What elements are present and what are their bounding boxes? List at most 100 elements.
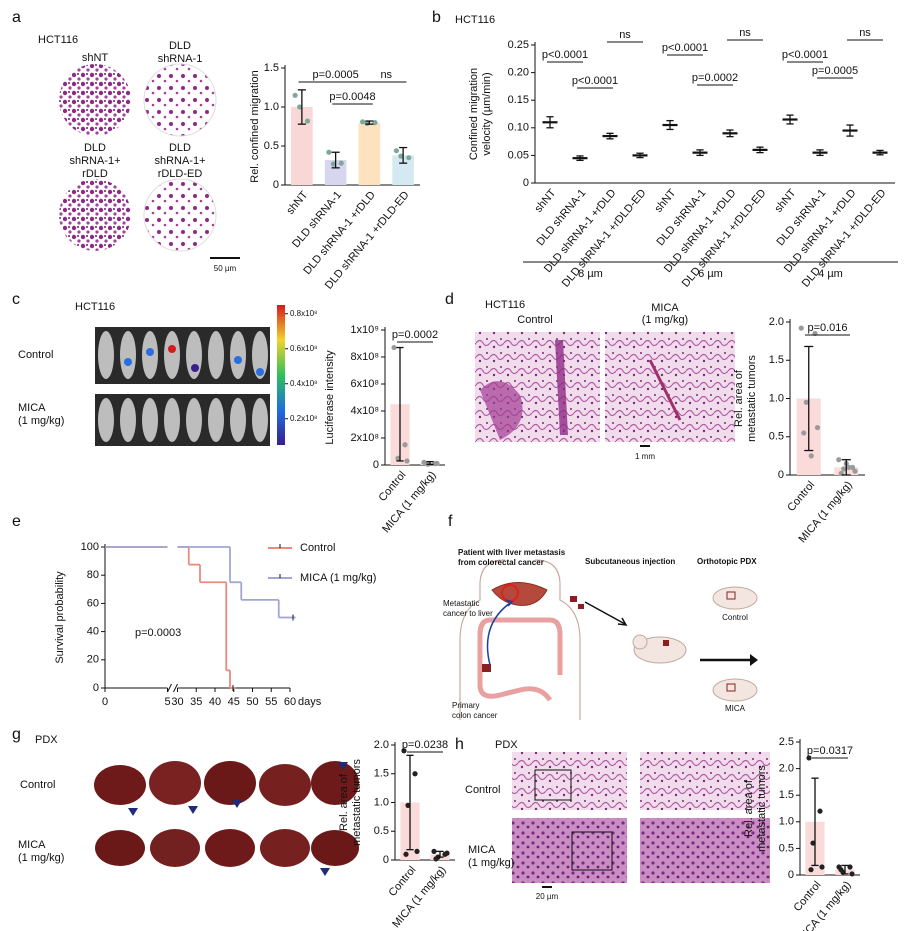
diagram-label: MICA bbox=[725, 704, 746, 713]
y-tick-label: 0.5 bbox=[374, 825, 389, 837]
y-axis-label: velocity (µm/min) bbox=[481, 72, 493, 155]
annotation: p=0.0048 bbox=[329, 91, 375, 103]
group-label: 4 µm bbox=[818, 268, 843, 280]
data-point bbox=[841, 466, 847, 472]
diagram-label: from colorectal cancer bbox=[458, 558, 544, 567]
image-label: DLD bbox=[84, 142, 106, 154]
row-label: MICA bbox=[18, 402, 46, 414]
panel-h-images bbox=[512, 752, 770, 888]
y-tick-label: 2.5 bbox=[779, 736, 794, 748]
scale-label: 50 µm bbox=[214, 264, 237, 273]
y-tick-label: 1.5 bbox=[264, 62, 279, 74]
data-point bbox=[814, 424, 821, 431]
x-tick-label: 30 bbox=[171, 696, 183, 708]
data-point bbox=[401, 748, 407, 754]
colorbar-label: 0.8x10⁸ bbox=[290, 309, 317, 318]
y-tick-label: 8x10⁸ bbox=[351, 351, 380, 363]
y-tick-label: 80 bbox=[87, 569, 99, 581]
bar bbox=[358, 122, 381, 185]
data-point bbox=[810, 840, 816, 846]
data-point bbox=[360, 119, 366, 125]
y-tick-label: 6x10⁸ bbox=[351, 378, 380, 390]
signal bbox=[256, 368, 264, 376]
data-point bbox=[391, 344, 397, 351]
y-tick-label: 0.20 bbox=[508, 67, 529, 79]
scale-label: 1 mm bbox=[635, 452, 655, 461]
y-tick-label: 0.10 bbox=[508, 122, 529, 134]
data-point bbox=[803, 399, 809, 405]
panel-letter: f bbox=[448, 513, 453, 530]
panel-letter: e bbox=[12, 513, 21, 530]
data-point bbox=[801, 430, 807, 436]
image-label: rDLD bbox=[82, 168, 108, 180]
y-tick-label: 1.0 bbox=[769, 392, 784, 404]
y-tick-label: 0 bbox=[788, 869, 794, 881]
signal bbox=[234, 356, 242, 364]
y-axis-label: Survival probability bbox=[54, 571, 66, 664]
mouse bbox=[98, 398, 114, 442]
data-point bbox=[846, 464, 852, 470]
data-point bbox=[292, 92, 298, 98]
data-point bbox=[808, 867, 814, 873]
diagram-label: colon cancer bbox=[452, 711, 498, 720]
y-tick-label: 1.5 bbox=[769, 354, 784, 366]
y-axis-label: Rel. area of bbox=[338, 773, 350, 831]
image-label: Control bbox=[517, 314, 552, 326]
image-label: DLD bbox=[169, 40, 191, 52]
data-point bbox=[372, 120, 378, 126]
data-point bbox=[398, 153, 404, 159]
annotation: ns bbox=[380, 69, 392, 81]
data-point bbox=[819, 864, 825, 870]
annotation: p=0.0003 bbox=[135, 627, 181, 639]
bar bbox=[324, 160, 347, 185]
annotation: p<0.0001 bbox=[572, 75, 618, 87]
data-point bbox=[808, 453, 814, 459]
image-label: (1 mg/kg) bbox=[642, 314, 688, 326]
colorbar-label: 0.2x10⁸ bbox=[290, 414, 317, 423]
y-tick-label: 0.25 bbox=[508, 39, 529, 51]
y-tick-label: 0.15 bbox=[508, 94, 529, 106]
row-label: MICA bbox=[468, 844, 496, 856]
annotation: p=0.0002 bbox=[692, 72, 738, 84]
data-point bbox=[434, 460, 440, 466]
mouse bbox=[230, 331, 246, 379]
data-point bbox=[421, 459, 427, 465]
annotation: ns bbox=[739, 27, 751, 39]
y-tick-label: 2x10⁸ bbox=[351, 432, 380, 444]
y-tick-label: 0 bbox=[373, 459, 379, 471]
data-point bbox=[406, 155, 412, 161]
legend-label: Control bbox=[300, 542, 335, 554]
cell-line: HCT116 bbox=[485, 299, 525, 311]
data-point bbox=[838, 867, 844, 873]
x-tick-label: 55 bbox=[265, 696, 277, 708]
diagram-label: Primary bbox=[452, 701, 480, 710]
group-label: 8 µm bbox=[578, 268, 603, 280]
panel-f-diagram bbox=[459, 559, 758, 720]
y-axis-label: Luciferase intensity bbox=[324, 350, 336, 445]
colorbar-label: 0.6x10⁸ bbox=[290, 344, 317, 353]
y-tick-label: 1.5 bbox=[779, 789, 794, 801]
x-axis-label: days bbox=[298, 696, 322, 708]
y-tick-label: 0 bbox=[383, 854, 389, 866]
y-tick-label: 2.0 bbox=[769, 316, 784, 328]
panel-letter: c bbox=[12, 291, 20, 308]
annotation: p=0.0317 bbox=[807, 745, 853, 757]
y-axis-label: Rel. area of bbox=[743, 779, 755, 837]
x-tick-label: 0 bbox=[102, 696, 108, 708]
mouse bbox=[252, 331, 268, 379]
x-tick-label: shNT bbox=[284, 189, 310, 217]
row-label: Control bbox=[465, 784, 500, 796]
data-point bbox=[798, 325, 804, 331]
data-point bbox=[395, 455, 401, 461]
axis-break bbox=[167, 683, 172, 693]
y-tick-label: 0 bbox=[523, 177, 529, 189]
data-point bbox=[836, 457, 842, 463]
y-tick-label: 0 bbox=[778, 469, 784, 481]
data-point bbox=[404, 458, 410, 464]
y-tick-label: 2.0 bbox=[374, 739, 389, 751]
mouse bbox=[208, 398, 224, 442]
data-point bbox=[405, 802, 411, 808]
data-point bbox=[326, 149, 332, 155]
signal bbox=[146, 348, 154, 356]
